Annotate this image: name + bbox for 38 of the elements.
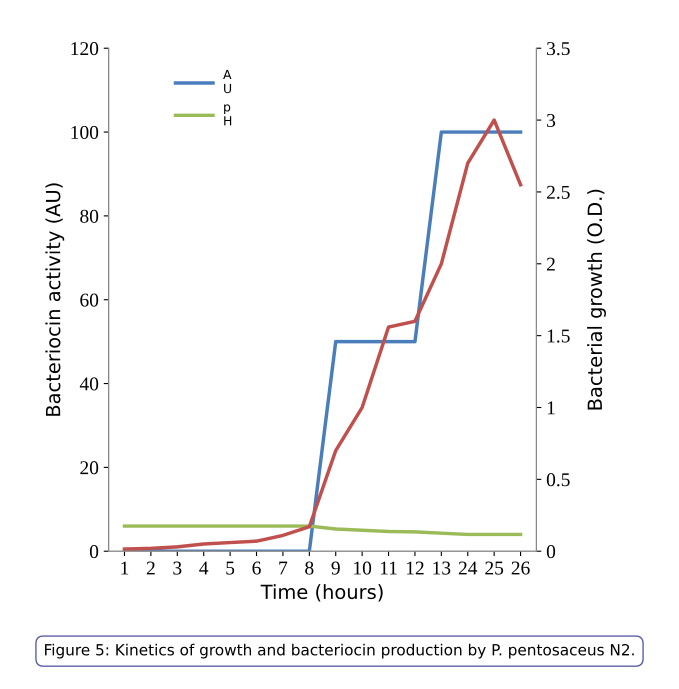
y-tick-label: 20 [80,461,98,474]
x-tick-label: 2 [146,562,155,574]
x-tick-label: 26 [512,562,530,575]
y-tick-label: 40 [80,377,98,390]
line-series [122,524,522,536]
y2-tick-label: 3.5 [547,42,570,56]
x-tick-label: 5 [226,562,234,575]
x-axis-title: Time (hours) [260,584,383,602]
y-tick-label: 100 [71,126,98,139]
y2-tick-label: 0 [546,545,556,558]
y-tick-label: 60 [80,294,98,307]
y2-tick-label: 2 [546,258,555,271]
x-tick-label: 10 [354,561,372,575]
x-tick-label: 4 [199,562,208,574]
y-tick-label: 80 [80,210,98,223]
legend-label: pH [224,104,232,126]
x-tick-label: 9 [331,562,340,575]
y-axis-title: Bacteriocin activity (AU) [45,183,64,416]
caption: Figure 5: Kinetics of growth and bacteriocin production by P. pentosaceus N2. [45,644,634,658]
y2-tick-label: 1 [548,401,555,414]
y-tick-label: 0 [90,545,98,558]
x-tick-label: 13 [433,562,450,575]
x-tick-label: 8 [305,561,314,575]
y2-tick-label: 0.5 [546,473,570,486]
legend-label: AU [223,70,232,94]
x-tick-label: 3 [173,562,182,575]
y2-tick-label: 3 [547,114,556,128]
y2-tick-label: 1.5 [548,330,570,343]
y2-tick-label: 2.5 [546,186,570,199]
x-tick-label: 11 [380,562,397,574]
y2-axis-title: Bacterial growth (O.D.) [587,190,606,410]
y-tick-label: 120 [71,42,98,56]
x-tick-label: 24 [458,562,478,574]
x-tick-label: 25 [485,562,504,575]
x-tick-label: 7 [279,562,288,574]
x-tick-label: 1 [121,562,128,574]
x-tick-label: 12 [406,562,424,574]
x-tick-label: 6 [252,562,261,575]
